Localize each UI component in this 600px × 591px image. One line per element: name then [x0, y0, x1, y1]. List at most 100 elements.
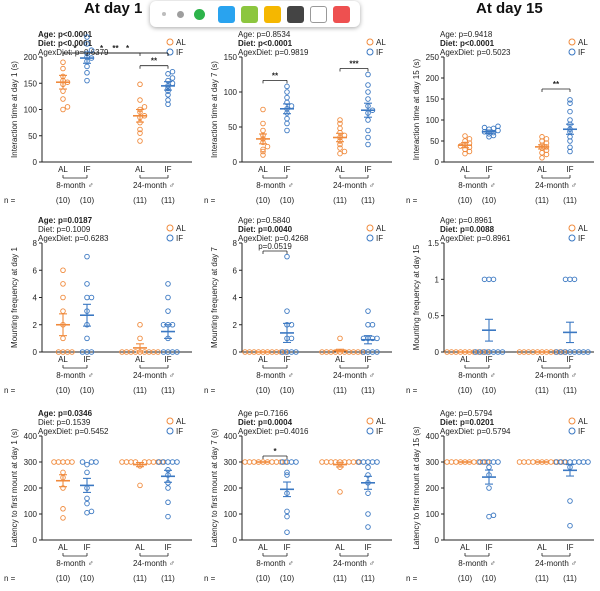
n-value: (11) — [333, 574, 347, 583]
data-point — [137, 322, 143, 328]
data-point — [84, 294, 90, 301]
data-point — [279, 349, 286, 355]
data-point — [79, 459, 86, 465]
group-label-if: IF — [566, 543, 573, 552]
age-group-label: 24-month ♂ — [535, 371, 577, 380]
group-label-if: IF — [485, 165, 492, 174]
significance-label: * — [73, 44, 77, 53]
y-tick-label: 200 — [24, 484, 38, 493]
data-point — [55, 349, 62, 355]
color-swatch-dark[interactable] — [287, 6, 304, 23]
y-tick-label: 8 — [233, 239, 238, 248]
legend-al-marker — [366, 417, 374, 425]
data-point — [346, 459, 352, 465]
data-point — [471, 459, 477, 465]
age-group-label: 8-month ♂ — [458, 371, 496, 380]
n-value: (10) — [80, 386, 95, 395]
legend-if-label: IF — [376, 234, 383, 243]
y-tick-label: 200 — [426, 74, 440, 83]
data-point — [284, 94, 290, 101]
data-point — [60, 294, 66, 301]
data-point — [160, 349, 167, 355]
y-axis-label: Interaction time at day 15 (s) — [412, 58, 421, 160]
data-point — [543, 136, 550, 142]
n-value: (10) — [80, 196, 95, 205]
data-point — [365, 96, 371, 102]
age-group-label: 24-month ♂ — [535, 559, 577, 568]
n-value: (11) — [361, 196, 375, 205]
data-point — [365, 141, 371, 148]
y-tick-label: 0 — [435, 158, 440, 167]
n-value: (11) — [133, 386, 147, 395]
y-tick-label: 0 — [435, 536, 440, 545]
age-group-label: 24-month ♂ — [333, 371, 375, 380]
data-point — [365, 459, 371, 465]
n-value: (10) — [482, 386, 497, 395]
legend-al-label: AL — [176, 417, 186, 426]
dot-size-medium[interactable] — [177, 11, 184, 18]
dot-size-large[interactable] — [194, 9, 205, 20]
data-point — [337, 150, 343, 157]
data-point — [288, 322, 295, 328]
annotation-toolbar — [150, 1, 360, 27]
data-point — [567, 498, 573, 504]
y-axis-label: Latency to first mount at day 1 (s) — [10, 428, 19, 547]
data-point — [486, 485, 492, 491]
data-point — [165, 499, 171, 506]
data-point — [251, 459, 257, 465]
data-point — [169, 459, 176, 465]
legend-al-label: AL — [578, 38, 588, 47]
legend-if-label: IF — [376, 427, 383, 436]
stats-line: AgexDiet: p=0.4016 — [238, 427, 309, 436]
chart-panel-r0c0: 0 50 100 150 200 Interaction time at day 1 (s… — [4, 30, 192, 205]
y-tick-label: 50 — [228, 123, 237, 132]
data-point — [490, 512, 497, 519]
y-tick-label: 100 — [224, 88, 238, 97]
legend-if-marker — [166, 234, 174, 242]
data-point — [486, 464, 492, 470]
data-point — [60, 281, 66, 287]
color-swatch-blue[interactable] — [218, 6, 235, 23]
data-point — [165, 71, 171, 77]
age-group-label: 24-month ♂ — [133, 371, 175, 380]
data-point — [571, 276, 578, 283]
y-tick-label: 50 — [430, 137, 439, 146]
data-point — [490, 276, 497, 283]
legend-al-label: AL — [376, 224, 386, 233]
data-point — [84, 469, 90, 476]
color-swatch-red[interactable] — [333, 6, 350, 23]
chart-panel-r2c2: 0 100 200 300 400 Latency to first mount at d… — [406, 409, 594, 583]
y-axis-label: Latency to first mount at day 15 (s) — [412, 426, 421, 550]
stats-line: AgexDiet: p=0.6283 — [38, 234, 109, 243]
legend-al-label: AL — [376, 417, 386, 426]
color-swatch-green[interactable] — [241, 6, 258, 23]
dot-size-small[interactable] — [162, 12, 166, 16]
color-swatch-white[interactable] — [310, 6, 327, 23]
y-tick-label: 100 — [24, 510, 38, 519]
group-label-al: AL — [135, 165, 145, 174]
color-swatch-yellow[interactable] — [264, 6, 281, 23]
data-point — [539, 150, 545, 156]
data-point — [88, 459, 95, 465]
data-point — [84, 281, 90, 287]
y-tick-label: 2 — [233, 321, 238, 330]
data-point — [84, 41, 90, 47]
stats-line: AgexDiet: p=0.5023 — [440, 48, 511, 57]
legend-if-marker — [568, 427, 576, 435]
y-axis-label: Interaction time at day 1 (s) — [10, 61, 19, 158]
data-point — [328, 459, 334, 465]
group-label-al: AL — [58, 165, 68, 174]
legend-al-label: AL — [376, 38, 386, 47]
n-label: n = — [4, 574, 16, 583]
data-point — [284, 120, 290, 127]
group-label-if: IF — [566, 165, 573, 174]
data-point — [553, 349, 560, 355]
n-value: (10) — [256, 196, 271, 205]
chart-panel-r0c2: 0 50 100 150 200 250 Interaction time at day 1… — [406, 30, 594, 205]
legend-if-marker — [366, 234, 374, 242]
legend-if-label: IF — [376, 48, 383, 57]
legend-al-label: AL — [176, 224, 186, 233]
data-point — [350, 459, 357, 465]
data-point — [60, 267, 66, 274]
group-label-al: AL — [258, 543, 268, 552]
